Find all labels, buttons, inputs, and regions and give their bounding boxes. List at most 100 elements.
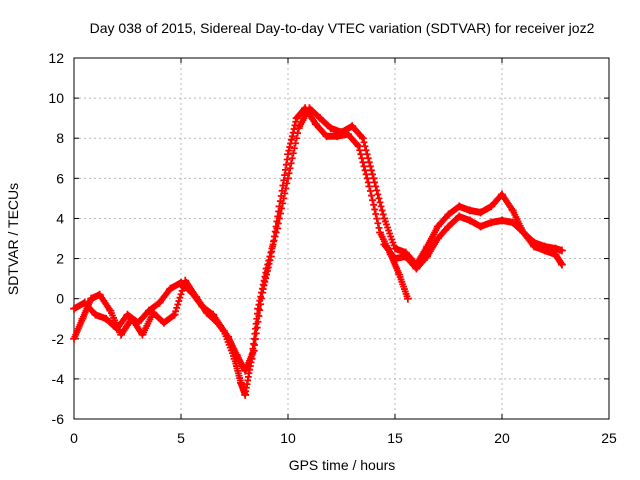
data-point-fill [287, 159, 295, 167]
data-point-fill [359, 158, 367, 166]
data-point-fill [366, 187, 374, 195]
data-point [284, 174, 292, 183]
data-point [380, 214, 389, 223]
data-point-fill [373, 215, 381, 223]
data-point-fill [360, 162, 368, 170]
data-point [403, 294, 412, 303]
data-point-fill [286, 164, 294, 172]
data-point-fill [177, 290, 185, 298]
data-point-fill [281, 171, 288, 179]
x-tick-label: 5 [177, 430, 185, 446]
data-point-fill [376, 199, 384, 206]
data-point-fill [369, 196, 376, 204]
x-tick-label: 10 [280, 430, 296, 446]
chart-title: Day 038 of 2015, Sidereal Day-to-day VTE… [90, 20, 595, 36]
data-point-fill [374, 219, 382, 227]
y-tick-label: 8 [56, 130, 64, 146]
data-point-fill [362, 170, 370, 178]
data-point-fill [373, 186, 381, 194]
data-point-fill [178, 287, 186, 295]
data-point-fill [356, 146, 364, 154]
y-tick-label: 2 [56, 251, 64, 267]
data-point-fill [371, 178, 379, 186]
data-point-fill [174, 301, 182, 308]
y-tick-label: -6 [52, 411, 65, 427]
data-point-fill [363, 150, 371, 158]
x-tick-label: 0 [70, 430, 78, 446]
series-2 [70, 104, 412, 375]
y-tick-label: 10 [48, 90, 64, 106]
x-axis-label: GPS time / hours [289, 457, 396, 473]
y-tick-label: -4 [52, 371, 65, 387]
data-point-fill [279, 182, 287, 189]
data-point [354, 142, 363, 151]
data-point [170, 310, 179, 319]
data-point-fill [253, 324, 261, 331]
data-point-fill [282, 166, 289, 174]
data-point-fill [372, 210, 380, 218]
data-point [249, 346, 258, 355]
x-tick-label: 15 [387, 430, 403, 446]
data-point-fill [281, 189, 289, 197]
series-layer [70, 104, 566, 399]
data-point-fill [280, 176, 288, 184]
data-point-fill [175, 297, 183, 305]
data-point-fill [172, 307, 180, 315]
data-point [558, 260, 566, 269]
data-point-fill [288, 154, 296, 162]
axis-tick-labels: 0 5 10 15 20 25 -6 -4 -2 0 2 4 6 8 10 12 [48, 50, 617, 446]
y-axis-label: SDTVAR / TECUs [5, 183, 21, 295]
y-tick-label: 6 [56, 170, 64, 186]
data-point-fill [374, 190, 382, 198]
data-point-fill [362, 146, 370, 154]
data-point-fill [368, 192, 375, 199]
data-point-fill [375, 194, 383, 202]
data-point-fill [277, 192, 285, 200]
x-tick-label: 20 [494, 430, 510, 446]
data-point-fill [379, 211, 387, 218]
data-point-fill [361, 166, 369, 174]
data-point-fill [289, 149, 297, 157]
data-point [359, 134, 367, 143]
data-point-fill [358, 154, 366, 162]
data-point [558, 246, 566, 255]
y-tick-label: 4 [56, 210, 64, 226]
data-point-fill [291, 144, 298, 152]
y-tick-label: -2 [52, 331, 65, 347]
data-point-fill [361, 142, 369, 150]
data-point-fill [371, 206, 379, 213]
data-point-fill [375, 224, 383, 232]
data-point-fill [179, 284, 187, 291]
data-point-fill [257, 300, 265, 308]
data-point-fill [377, 203, 385, 210]
data-point-fill [176, 294, 184, 302]
data-point-fill [370, 201, 377, 209]
data-point-fill [363, 174, 371, 182]
data-point-fill [252, 329, 260, 337]
data-point-fill [276, 197, 284, 205]
y-tick-label: 12 [48, 50, 64, 66]
data-point-fill [278, 187, 286, 195]
data-point-fill [378, 207, 386, 214]
data-point-fill [368, 166, 375, 174]
data-point-fill [256, 306, 264, 314]
data-point-fill [173, 304, 181, 312]
data-point-fill [282, 184, 290, 192]
data-point-fill [293, 134, 300, 142]
data-point [369, 174, 378, 183]
data-point-fill [283, 179, 291, 187]
plot-area-frame [73, 57, 610, 420]
data-point-fill [364, 154, 372, 162]
data-point-fill [364, 178, 372, 186]
data-point-fill [357, 150, 365, 158]
y-tick-label: 0 [56, 291, 64, 307]
data-point-fill [365, 158, 373, 166]
data-point-fill [251, 341, 259, 349]
data-point-fill [282, 161, 290, 169]
data-point-fill [369, 170, 376, 178]
data-point-fill [255, 312, 263, 320]
data-point-fill [258, 295, 265, 302]
series-3 [380, 212, 566, 273]
